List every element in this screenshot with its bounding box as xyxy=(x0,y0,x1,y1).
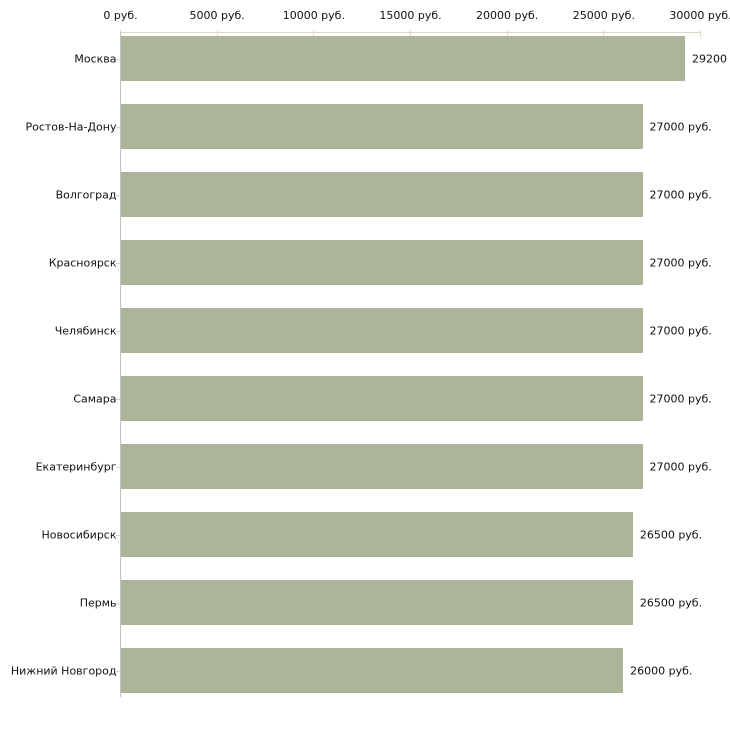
y-axis-tick xyxy=(115,58,120,60)
bar-value-label: 27000 руб. xyxy=(649,392,712,406)
y-axis-tick xyxy=(115,330,120,332)
y-axis-tick xyxy=(115,534,120,536)
y-axis-tick xyxy=(115,602,120,604)
category-label: Новосибирск xyxy=(41,528,117,542)
bar-value-label: 29200 руб. xyxy=(692,52,730,66)
x-axis-tick-label: 10000 руб. xyxy=(282,9,345,22)
category-label: Ростов-На-Дону xyxy=(25,120,117,134)
bar-value-label: 27000 руб. xyxy=(649,460,712,474)
bar-value-label: 27000 руб. xyxy=(649,120,712,134)
bar-value-label: 27000 руб. xyxy=(649,188,712,202)
bar xyxy=(120,376,643,421)
bar xyxy=(120,172,643,217)
bar xyxy=(120,240,643,285)
y-axis-line xyxy=(120,32,121,697)
y-axis-tick xyxy=(115,126,120,128)
category-label: Екатеринбург xyxy=(35,460,117,474)
bar xyxy=(120,444,643,489)
category-label: Челябинск xyxy=(54,324,117,338)
x-axis-tick-label: 0 руб. xyxy=(103,9,138,22)
category-label: Волгоград xyxy=(55,188,117,202)
x-axis-tick xyxy=(216,30,218,37)
category-label: Красноярск xyxy=(48,256,117,270)
category-label: Москва xyxy=(74,52,117,66)
category-label: Самара xyxy=(73,392,117,406)
bar xyxy=(120,308,643,353)
x-axis-tick-label: 5000 руб. xyxy=(189,9,245,22)
y-axis-tick xyxy=(115,466,120,468)
bar xyxy=(120,580,633,625)
x-axis-tick-label: 25000 руб. xyxy=(572,9,635,22)
bar-value-label: 27000 руб. xyxy=(649,256,712,270)
y-axis-tick xyxy=(115,670,120,672)
y-axis-tick xyxy=(115,398,120,400)
x-axis-tick xyxy=(410,30,411,37)
x-axis-tick xyxy=(603,30,605,37)
bar xyxy=(120,36,686,81)
category-label: Нижний Новгород xyxy=(10,664,117,678)
x-axis-tick-label: 30000 руб. xyxy=(669,9,730,22)
bar xyxy=(120,512,633,557)
bar-value-label: 26000 руб. xyxy=(630,664,693,678)
bar-value-label: 27000 руб. xyxy=(649,324,712,338)
y-axis-tick xyxy=(115,262,120,264)
x-axis-tick-label: 15000 руб. xyxy=(379,9,442,22)
y-axis-tick xyxy=(115,194,120,196)
bar-value-label: 26500 руб. xyxy=(639,596,703,610)
x-axis-tick xyxy=(700,30,701,37)
x-axis-tick xyxy=(506,30,508,37)
bar xyxy=(120,104,643,149)
bar xyxy=(120,648,624,693)
x-axis-tick xyxy=(313,30,315,37)
category-label: Пермь xyxy=(79,596,117,610)
bar-value-label: 26500 руб. xyxy=(639,528,703,542)
x-axis-tick-label: 20000 руб. xyxy=(476,9,539,22)
